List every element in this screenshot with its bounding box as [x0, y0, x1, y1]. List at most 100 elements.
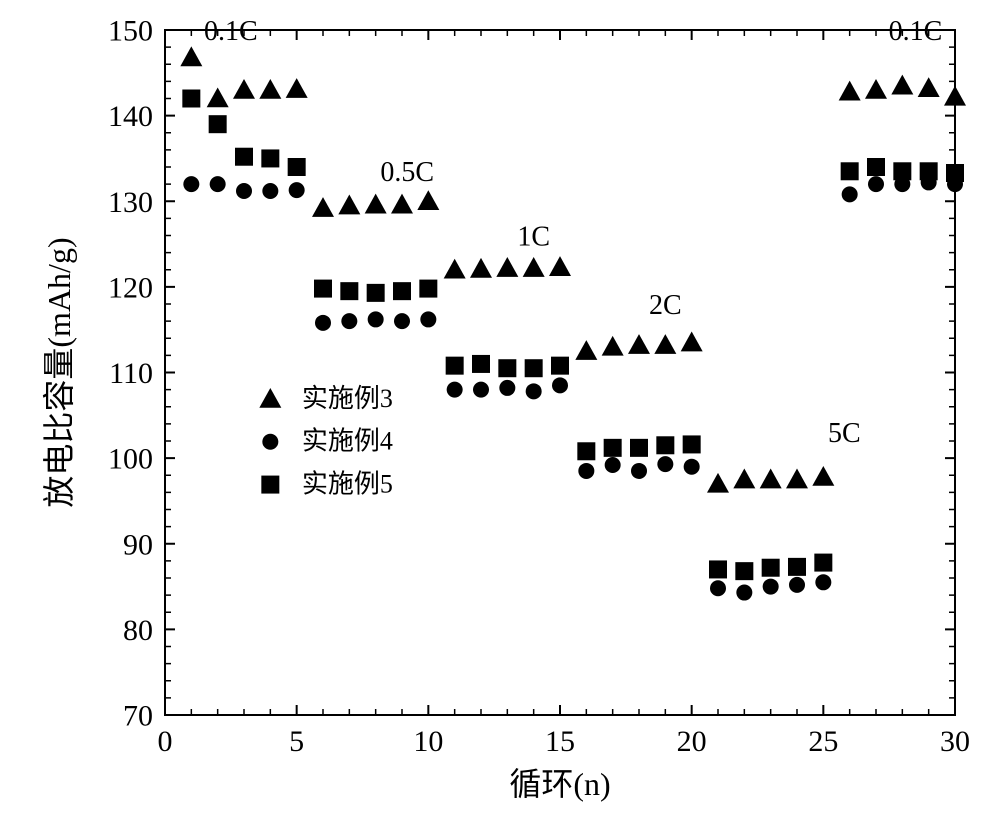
data-point: [709, 560, 727, 578]
data-point: [523, 257, 545, 277]
rate-label: 0.1C: [204, 16, 258, 47]
data-point: [180, 46, 202, 66]
data-point: [551, 357, 569, 375]
legend-label: 实施例5: [302, 469, 393, 498]
data-point: [447, 382, 463, 398]
data-point: [786, 469, 808, 489]
data-point: [812, 466, 834, 486]
data-point: [578, 463, 594, 479]
data-point: [815, 574, 831, 590]
data-point: [575, 340, 597, 360]
data-point: [338, 195, 360, 215]
data-point: [577, 442, 595, 460]
data-point: [684, 459, 700, 475]
data-point: [444, 259, 466, 279]
rate-capability-chart: 051015202530循环(n)70809010011012013014015…: [0, 0, 1000, 820]
x-tick-label: 5: [289, 725, 304, 758]
data-point: [499, 380, 515, 396]
data-point: [262, 183, 278, 199]
data-point: [233, 79, 255, 99]
rate-label: 1C: [517, 221, 550, 252]
data-point: [683, 435, 701, 453]
rate-label: 0.5C: [380, 157, 434, 188]
x-tick-label: 15: [545, 725, 575, 758]
data-point: [261, 149, 279, 167]
x-tick-label: 20: [677, 725, 707, 758]
data-point: [631, 463, 647, 479]
data-point: [630, 439, 648, 457]
data-point: [762, 559, 780, 577]
data-point: [789, 577, 805, 593]
data-point: [733, 469, 755, 489]
data-point: [419, 280, 437, 298]
data-point: [259, 388, 281, 408]
data-point: [286, 78, 308, 98]
y-tick-label: 80: [123, 614, 153, 647]
data-point: [236, 183, 252, 199]
data-point: [367, 284, 385, 302]
data-point: [918, 77, 940, 97]
y-tick-label: 100: [108, 443, 153, 476]
data-point: [393, 282, 411, 300]
data-point: [394, 313, 410, 329]
rate-label: 5C: [828, 418, 861, 449]
data-point: [470, 258, 492, 278]
data-point: [657, 456, 673, 472]
data-point: [736, 585, 752, 601]
data-point: [314, 280, 332, 298]
data-point: [207, 88, 229, 108]
data-point: [788, 558, 806, 576]
y-tick-label: 120: [108, 271, 153, 304]
data-point: [289, 182, 305, 198]
y-tick-label: 150: [108, 15, 153, 48]
legend-label: 实施例4: [302, 427, 393, 456]
y-tick-label: 130: [108, 186, 153, 219]
data-point: [391, 194, 413, 214]
data-point: [288, 158, 306, 176]
data-point: [312, 197, 334, 217]
data-point: [341, 313, 357, 329]
data-point: [735, 562, 753, 580]
data-point: [763, 579, 779, 595]
data-point: [654, 334, 676, 354]
data-point: [183, 176, 199, 192]
y-tick-label: 70: [123, 700, 153, 733]
y-tick-label: 140: [108, 100, 153, 133]
data-point: [472, 355, 490, 373]
data-point: [656, 436, 674, 454]
y-tick-label: 110: [109, 357, 153, 390]
x-tick-label: 25: [808, 725, 838, 758]
data-point: [549, 256, 571, 276]
data-point: [865, 79, 887, 99]
data-point: [552, 377, 568, 393]
data-point: [893, 162, 911, 180]
data-point: [526, 383, 542, 399]
data-point: [446, 357, 464, 375]
data-point: [946, 164, 964, 182]
data-point: [628, 334, 650, 354]
data-point: [681, 332, 703, 352]
x-tick-label: 10: [413, 725, 443, 758]
legend-label: 实施例3: [302, 384, 393, 413]
data-point: [920, 162, 938, 180]
data-point: [235, 148, 253, 166]
data-point: [842, 186, 858, 202]
data-point: [315, 315, 331, 331]
data-point: [868, 176, 884, 192]
x-axis-label: 循环(n): [509, 766, 610, 802]
data-point: [602, 336, 624, 356]
data-point: [182, 90, 200, 108]
x-tick-label: 30: [940, 725, 970, 758]
data-point: [496, 257, 518, 277]
data-point: [262, 434, 278, 450]
data-point: [209, 115, 227, 133]
data-point: [261, 476, 279, 494]
data-point: [867, 158, 885, 176]
data-point: [707, 473, 729, 493]
data-point: [604, 439, 622, 457]
data-point: [944, 86, 966, 106]
data-point: [210, 176, 226, 192]
data-point: [814, 554, 832, 572]
rate-label: 2C: [649, 290, 682, 321]
data-point: [259, 79, 281, 99]
